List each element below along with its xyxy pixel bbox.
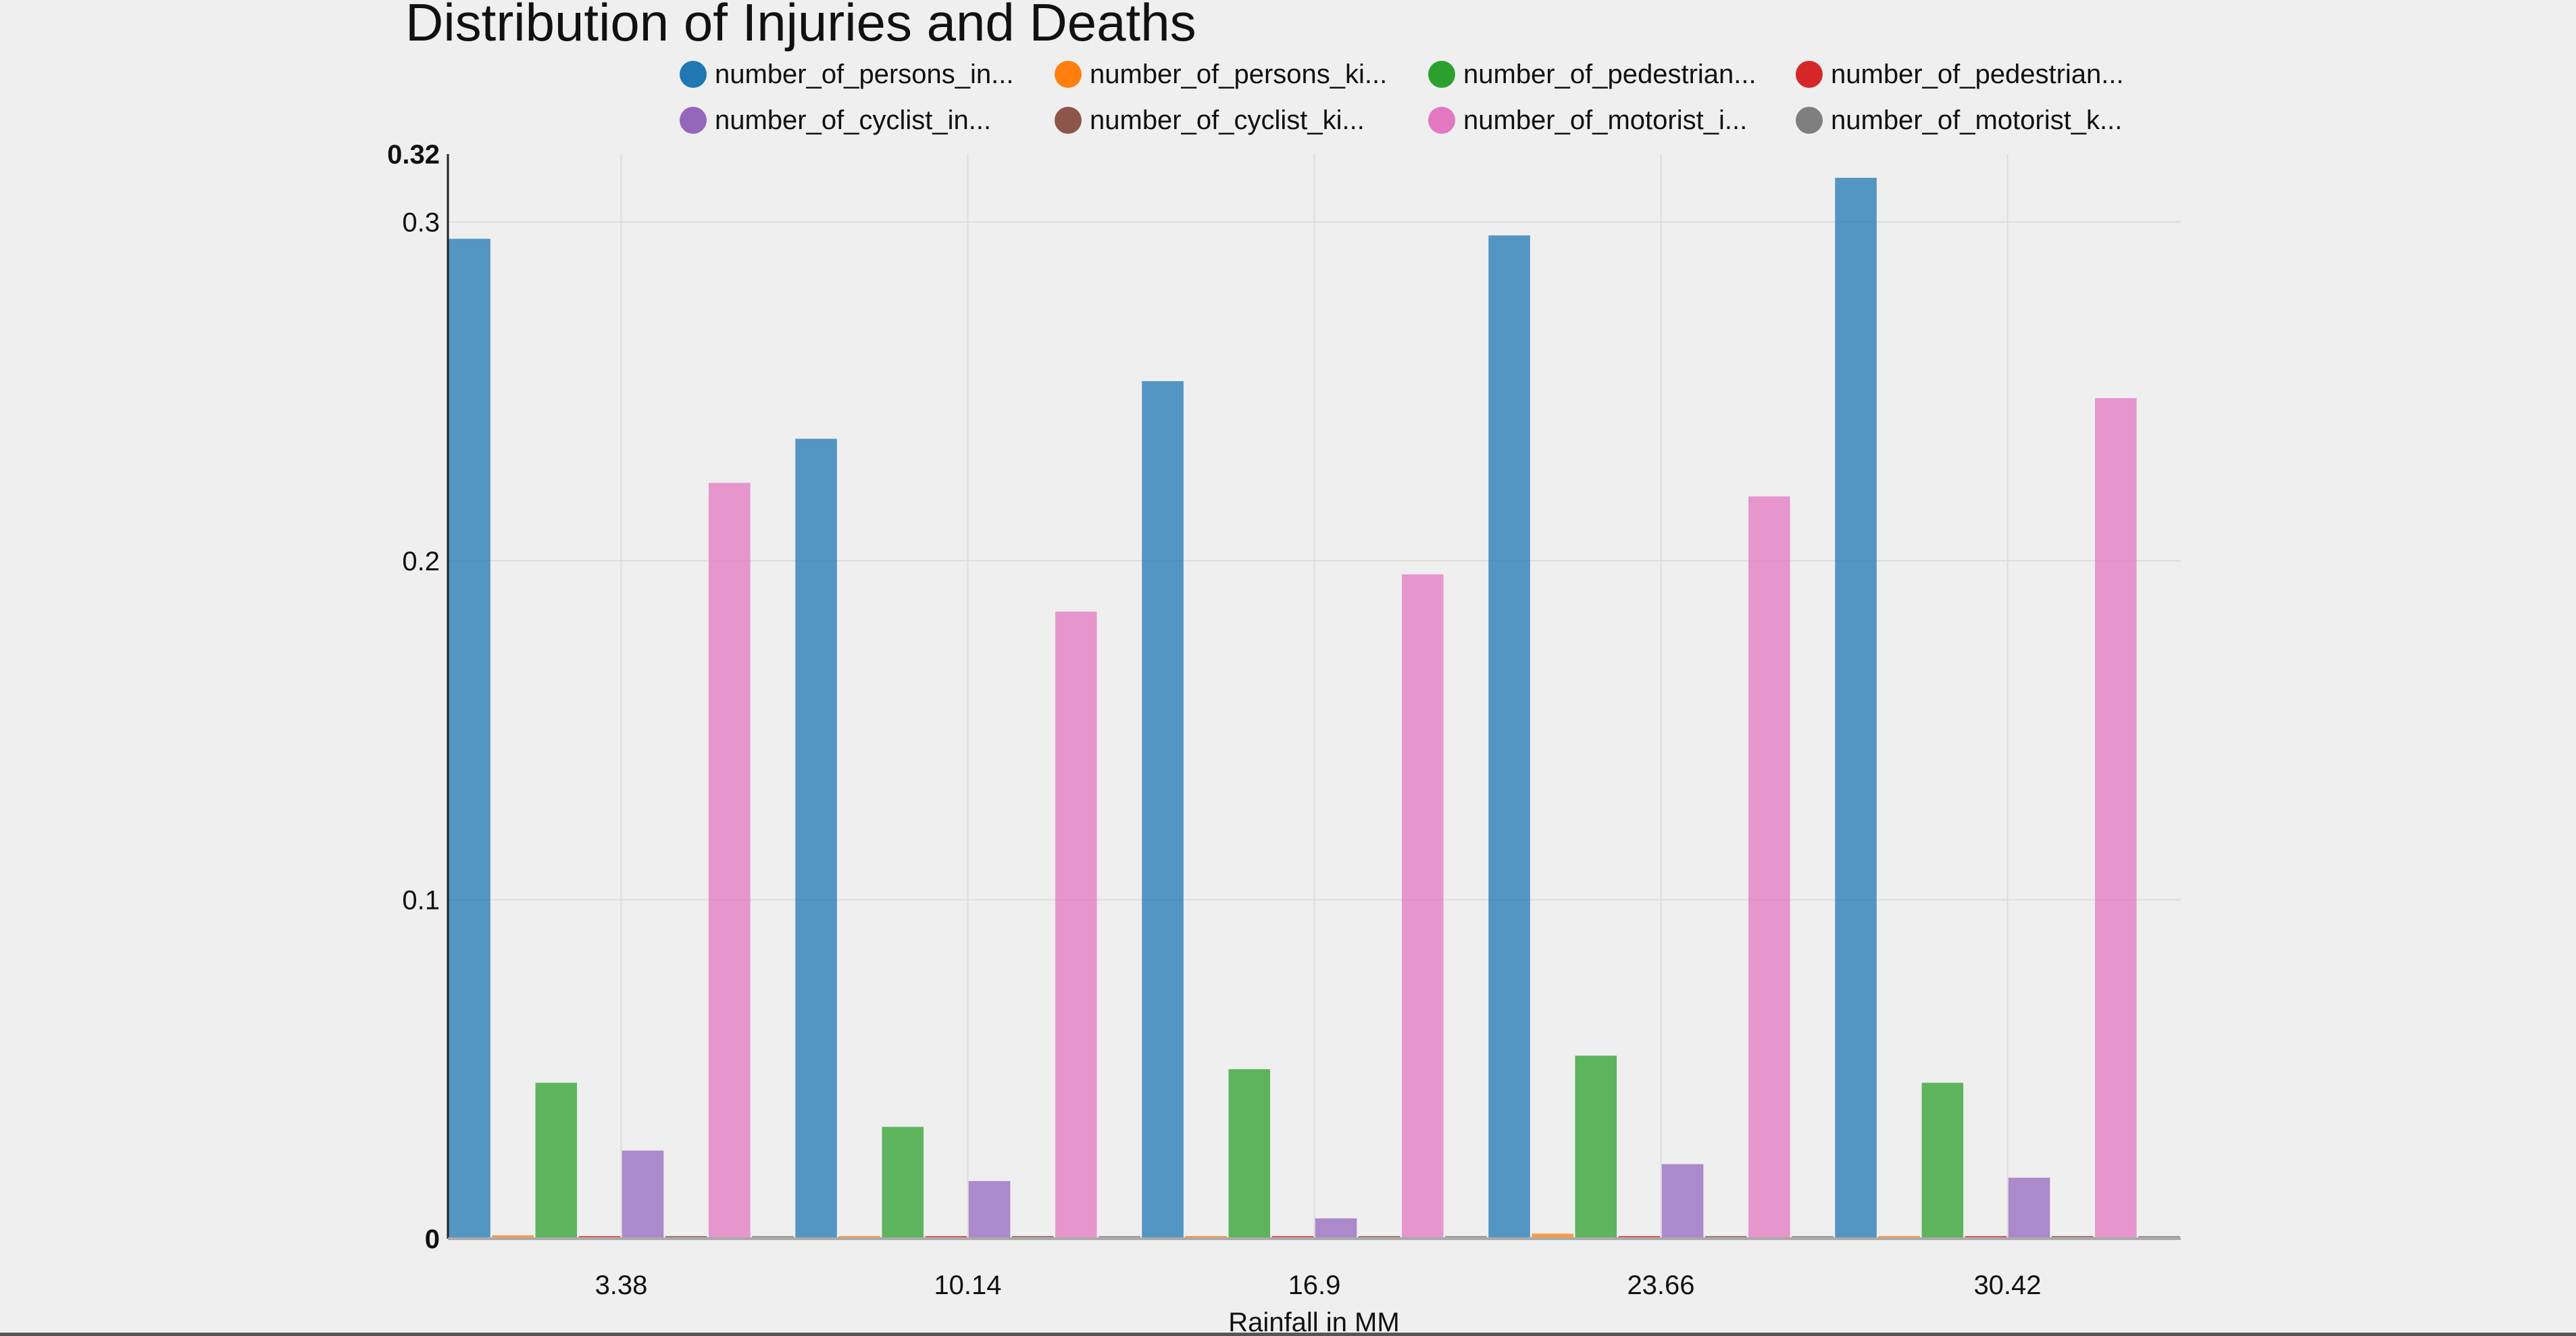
chart-title: Distribution of Injuries and Deaths: [405, 0, 1196, 52]
legend-label: number_of_pedestrian...: [1831, 59, 2124, 89]
bottom-divider: [0, 1333, 2576, 1336]
y-tick-label: 0.32: [387, 140, 440, 170]
bar[interactable]: [1488, 235, 1530, 1239]
bar[interactable]: [622, 1150, 664, 1239]
bar[interactable]: [2008, 1177, 2050, 1239]
y-tick-label: 0.2: [402, 547, 440, 576]
bar[interactable]: [709, 483, 751, 1239]
legend-label: number_of_persons_in...: [715, 59, 1014, 89]
y-tick-label: 0.1: [402, 885, 440, 915]
legend-item[interactable]: number_of_persons_ki...: [1055, 54, 1387, 95]
legend-item[interactable]: number_of_pedestrian...: [1796, 54, 2124, 95]
legend-swatch: [1055, 61, 1082, 88]
legend-swatch: [680, 61, 707, 88]
bar[interactable]: [535, 1083, 578, 1239]
bar[interactable]: [1142, 381, 1184, 1239]
x-axis-title: Rainfall in MM: [1228, 1308, 1399, 1336]
bar[interactable]: [492, 1235, 534, 1239]
legend-item[interactable]: number_of_cyclist_ki...: [1055, 100, 1365, 141]
bar[interactable]: [1228, 1069, 1271, 1239]
bar[interactable]: [1835, 178, 1877, 1239]
legend-item[interactable]: number_of_persons_in...: [680, 54, 1014, 95]
chart-legend: number_of_persons_in... number_of_persons…: [680, 54, 2166, 149]
legend-swatch: [1796, 107, 1823, 134]
bar[interactable]: [1661, 1164, 1704, 1239]
y-tick-label: 0.3: [402, 207, 440, 237]
legend-swatch: [1055, 107, 1082, 134]
legend-item[interactable]: number_of_motorist_k...: [1796, 100, 2122, 141]
legend-swatch: [680, 107, 707, 134]
legend-swatch: [1428, 61, 1455, 88]
bar[interactable]: [449, 239, 490, 1239]
x-tick-label: 30.42: [1973, 1270, 2041, 1300]
legend-item[interactable]: number_of_cyclist_in...: [680, 100, 991, 141]
bar[interactable]: [1055, 612, 1097, 1239]
legend-label: number_of_cyclist_in...: [715, 105, 992, 135]
legend-swatch: [1428, 107, 1455, 134]
legend-item[interactable]: number_of_motorist_i...: [1428, 100, 1747, 141]
bar[interactable]: [882, 1127, 924, 1239]
bar[interactable]: [968, 1181, 1011, 1239]
legend-label: number_of_persons_ki...: [1090, 59, 1388, 89]
bar[interactable]: [1575, 1056, 1617, 1239]
bar[interactable]: [1532, 1233, 1573, 1239]
legend-label: number_of_cyclist_ki...: [1090, 105, 1365, 135]
bar[interactable]: [1618, 1235, 1661, 1239]
bar[interactable]: [1921, 1083, 1964, 1239]
y-tick-label: 0: [425, 1224, 440, 1254]
legend-label: number_of_motorist_i...: [1463, 105, 1748, 135]
bar[interactable]: [1315, 1218, 1357, 1239]
x-tick-label: 3.38: [595, 1270, 648, 1300]
legend-label: number_of_pedestrian...: [1463, 59, 1757, 89]
bar[interactable]: [795, 439, 837, 1239]
legend-swatch: [1796, 61, 1823, 88]
bar[interactable]: [2095, 398, 2137, 1239]
bar[interactable]: [1748, 496, 1790, 1239]
x-tick-label: 23.66: [1627, 1270, 1694, 1300]
bar[interactable]: [1402, 574, 1444, 1239]
legend-label: number_of_motorist_k...: [1831, 105, 2123, 135]
x-tick-label: 16.9: [1288, 1270, 1341, 1300]
x-tick-label: 10.14: [934, 1270, 1001, 1300]
legend-item[interactable]: number_of_pedestrian...: [1428, 54, 1757, 95]
